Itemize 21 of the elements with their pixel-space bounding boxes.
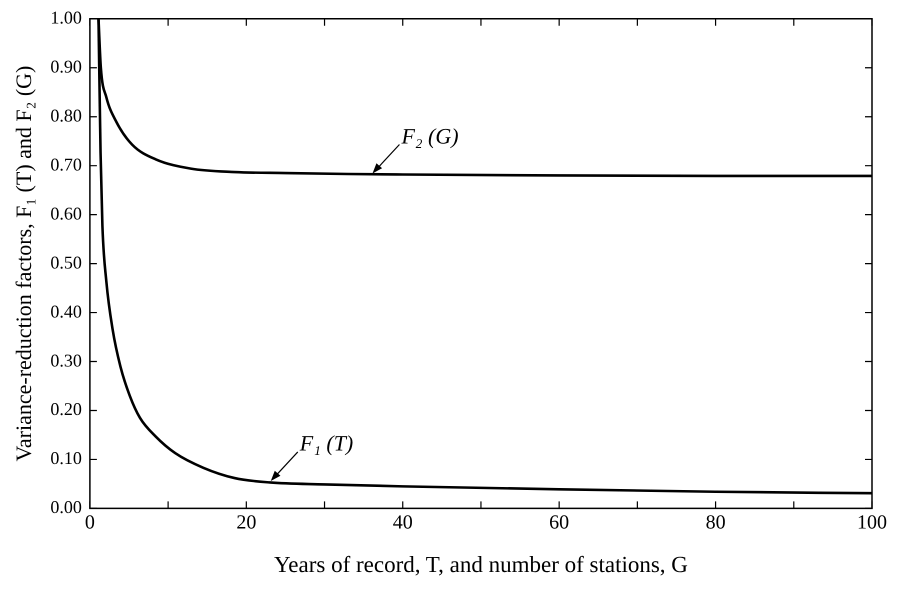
y-tick-label: 0.00: [50, 497, 82, 518]
annotation: F₂ (G): [400, 123, 459, 148]
y-axis-title: Variance-reduction factors, F₁ (T) and F₂ (G): [10, 66, 36, 462]
y-tick-label: 0.40: [50, 301, 82, 322]
y-tick-label: 0.20: [50, 399, 82, 420]
y-tick-label: 0.50: [50, 252, 82, 272]
x-tick-label: 100: [857, 512, 887, 534]
y-tick-label: 0.90: [50, 56, 82, 76]
x-tick-label: 20: [236, 512, 256, 534]
x-tick-label: 80: [706, 512, 726, 534]
y-tick-label: 0.10: [50, 448, 82, 468]
y-tick-label: 1.00: [50, 8, 82, 28]
annotation: F₁ (T): [298, 430, 354, 456]
y-tick-label: 0.70: [50, 154, 82, 174]
x-axis-title: Years of record, T, and number of stations, G: [274, 552, 688, 578]
x-tick-label: 40: [392, 512, 413, 534]
x-tick-label: 0: [84, 512, 95, 534]
y-tick-label: 0.60: [50, 203, 82, 224]
y-tick-label: 0.30: [50, 350, 82, 370]
y-tick-label: 0.80: [50, 105, 82, 126]
x-tick-label: 60: [549, 512, 570, 534]
